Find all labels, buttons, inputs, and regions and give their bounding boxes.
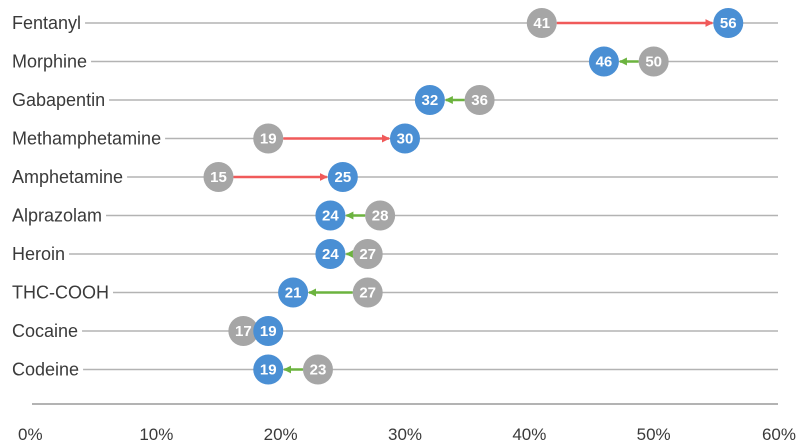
after-dot xyxy=(588,46,619,77)
after-value-label: 32 xyxy=(422,92,439,109)
before-dot xyxy=(352,277,383,308)
before-value-label: 50 xyxy=(645,54,662,71)
before-value-label: 17 xyxy=(235,323,252,340)
x-tick-label: 40% xyxy=(512,425,546,444)
before-value-label: 27 xyxy=(359,246,376,263)
after-value-label: 24 xyxy=(322,208,339,225)
category-label: THC-COOH xyxy=(12,283,109,303)
chart-row: Alprazolam 28 24 xyxy=(12,200,778,231)
after-dot xyxy=(315,200,346,231)
x-tick-label: 10% xyxy=(139,425,173,444)
category-label: Methamphetamine xyxy=(12,129,161,149)
after-value-label: 25 xyxy=(334,169,351,186)
chart-row: Heroin 27 24 xyxy=(12,239,778,269)
after-value-label: 19 xyxy=(260,323,277,340)
after-dot xyxy=(327,162,358,192)
after-dot xyxy=(713,8,744,38)
x-tick-label: 60% xyxy=(762,425,796,444)
category-label: Cocaine xyxy=(12,321,78,341)
before-value-label: 28 xyxy=(372,208,389,225)
after-dot xyxy=(315,239,346,269)
after-value-label: 46 xyxy=(596,54,613,71)
after-dot xyxy=(253,316,284,346)
chart-row: THC-COOH 27 21 xyxy=(12,277,778,308)
x-axis-ticks: 0% 10% 20% 30% 40% 50% 60% xyxy=(18,425,796,444)
after-value-label: 56 xyxy=(720,15,737,32)
before-dot xyxy=(253,123,284,154)
after-dot xyxy=(390,123,420,154)
before-dot xyxy=(228,316,259,346)
after-value-label: 19 xyxy=(260,362,277,379)
after-value-label: 30 xyxy=(397,131,414,148)
after-value-label: 21 xyxy=(285,285,302,302)
before-dot xyxy=(638,46,669,77)
category-label: Morphine xyxy=(12,52,87,72)
chart-rows: Fentanyl 41 56 Morphine 50 46 Gabapentin 36 32 Me… xyxy=(12,8,778,385)
chart-row: Codeine 23 19 xyxy=(12,354,778,385)
before-value-label: 19 xyxy=(260,131,277,148)
before-dot xyxy=(352,239,383,269)
before-value-label: 27 xyxy=(359,285,376,302)
chart-row: Amphetamine 15 25 xyxy=(12,162,778,192)
x-tick-label: 50% xyxy=(637,425,671,444)
chart-row: Morphine 50 46 xyxy=(12,46,778,77)
before-value-label: 23 xyxy=(310,362,327,379)
chart-row: Fentanyl 41 56 xyxy=(12,8,778,38)
chart-row: Methamphetamine 19 30 xyxy=(12,123,778,154)
category-label: Alprazolam xyxy=(12,206,102,226)
before-dot xyxy=(302,354,333,385)
category-label: Amphetamine xyxy=(12,167,123,187)
category-label: Gabapentin xyxy=(12,90,105,110)
before-dot xyxy=(464,85,495,115)
x-tick-label: 0% xyxy=(18,425,43,444)
before-value-label: 15 xyxy=(210,169,227,186)
chart-row: Gabapentin 36 32 xyxy=(12,85,778,115)
category-label: Codeine xyxy=(12,360,79,380)
after-value-label: 24 xyxy=(322,246,339,263)
before-dot xyxy=(203,162,234,192)
after-dot xyxy=(253,354,284,385)
after-dot xyxy=(414,85,445,115)
category-label: Heroin xyxy=(12,244,65,264)
before-value-label: 41 xyxy=(533,15,550,32)
before-dot xyxy=(526,8,557,38)
x-tick-label: 20% xyxy=(264,425,298,444)
x-tick-label: 30% xyxy=(388,425,422,444)
category-label: Fentanyl xyxy=(12,13,81,33)
before-dot xyxy=(365,200,396,231)
before-value-label: 36 xyxy=(471,92,488,109)
after-dot xyxy=(278,277,309,308)
chart-row: Cocaine 17 19 xyxy=(12,316,778,346)
